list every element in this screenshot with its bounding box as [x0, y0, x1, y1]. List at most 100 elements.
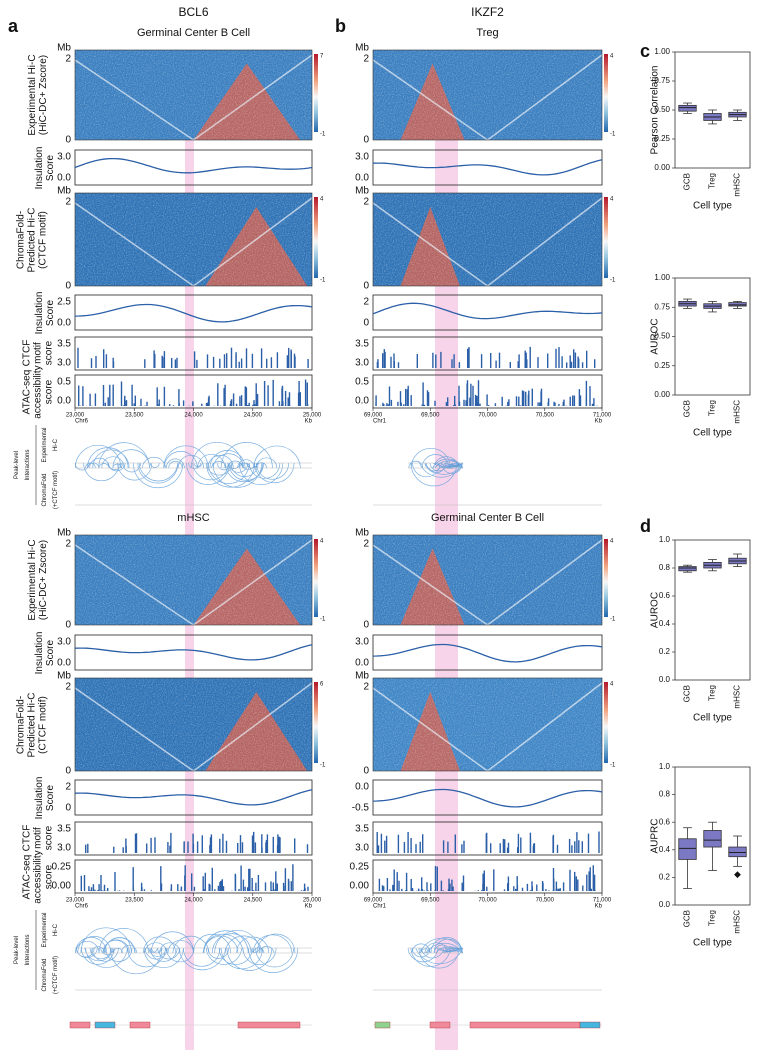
y-axis-label: AUROC — [650, 592, 661, 628]
signal-bars — [78, 379, 309, 406]
y-tick-label: 0.0 — [355, 658, 369, 669]
insulation-curve — [372, 788, 603, 808]
heatmap-texture — [373, 193, 602, 286]
y-unit: Mb — [57, 671, 71, 682]
insulation-curve — [74, 644, 313, 661]
heatmap-texture — [373, 535, 602, 625]
box — [678, 838, 697, 860]
y-axis-label: AUROC — [650, 318, 661, 354]
y-tick-label: 0.5 — [355, 377, 369, 388]
x-tick-label: 70,000 — [478, 413, 497, 419]
y-tick-label: 0.0 — [355, 173, 369, 184]
row-label: (HiC-DC+ Zscore) — [38, 540, 49, 620]
gene-model — [94, 1021, 116, 1029]
x-tick-label: Treg — [708, 685, 717, 701]
x-tick-label: 71,000 — [593, 898, 612, 904]
interaction-arcs — [75, 947, 299, 975]
y-tick-label: 0 — [65, 135, 71, 146]
colorbar — [604, 54, 608, 132]
insulation-curve — [74, 157, 313, 174]
cell-title: Treg — [476, 27, 498, 39]
y-tick-label: 0 — [65, 803, 71, 814]
y-tick-label: 3.0 — [355, 152, 369, 163]
heatmap-frame — [372, 534, 603, 626]
row-label: (CTCF motif) — [38, 696, 49, 754]
track-frame — [372, 821, 603, 856]
x-tick-label: Treg — [708, 400, 717, 416]
y-tick-label: 0.0 — [659, 900, 671, 909]
gene-name: BCL6 — [178, 5, 208, 19]
y-tick-label: 0.25 — [654, 361, 670, 370]
x-tick-label: GCB — [683, 173, 692, 190]
row-label: Score — [45, 155, 56, 182]
cell-title: Germinal Center B Cell — [137, 27, 250, 39]
y-tick-label: 3.0 — [57, 358, 71, 369]
chromosome: Chr1 — [373, 419, 387, 425]
insulation-curve — [74, 789, 313, 806]
colorbar-label: -1 — [320, 278, 326, 284]
row-label: Score — [45, 785, 56, 812]
signal-bars — [378, 865, 596, 891]
y-tick-label: 0.50 — [654, 332, 670, 341]
x-tick-label: 24,500 — [244, 413, 263, 419]
chromosome: Chr1 — [373, 904, 387, 910]
colorbar-label: 4 — [610, 682, 614, 688]
x-tick-label: 71,000 — [593, 413, 612, 419]
insulation-curve — [74, 303, 313, 323]
colorbar-label: 4 — [320, 539, 324, 545]
y-tick-label: 3.0 — [57, 152, 71, 163]
y-tick-label: 3.0 — [57, 843, 71, 854]
y-tick-label: 0.4 — [659, 619, 671, 628]
gene-model — [469, 1021, 581, 1029]
x-tick-label: 70,500 — [536, 898, 555, 904]
y-tick-label: 2 — [65, 197, 71, 208]
y-tick-label: 1.0 — [659, 535, 671, 544]
row-label: CTCF — [22, 340, 33, 367]
x-axis-label: Cell type — [693, 428, 732, 439]
x-tick-label: 25,000 — [303, 413, 322, 419]
box — [703, 830, 722, 848]
y-unit: Mb — [355, 671, 369, 682]
y-tick-label: 2.5 — [57, 297, 71, 308]
x-tick-label: 24,000 — [184, 898, 203, 904]
y-tick-label: 2 — [363, 297, 369, 308]
y-unit: Mb — [355, 186, 369, 197]
heatmap-frame — [372, 49, 603, 141]
x-unit: Kb — [305, 419, 313, 425]
y-tick-label: 0.8 — [659, 563, 671, 572]
interaction-arcs — [75, 927, 296, 954]
row-label: motif — [33, 827, 44, 849]
signal-bars — [85, 831, 309, 853]
cell-title: mHSC — [177, 512, 209, 524]
row-label: (+CTCF motif) — [53, 956, 59, 994]
y-tick-label: -0.5 — [352, 803, 370, 814]
row-label: Score — [45, 300, 56, 327]
y-tick-label: 3.0 — [355, 637, 369, 648]
row-label: (CTCF motif) — [38, 211, 49, 269]
y-tick-label: 2 — [65, 782, 71, 793]
signal-bars — [77, 347, 309, 368]
row-label: score — [44, 825, 55, 850]
heatmap-texture — [75, 678, 312, 771]
signal-bars — [80, 864, 309, 891]
colorbar — [604, 682, 608, 763]
outlier: ◆ — [734, 869, 741, 879]
y-tick-label: 0.00 — [350, 881, 370, 892]
y-tick-label: 0.0 — [355, 782, 369, 793]
y-tick-label: 0 — [65, 620, 71, 631]
heatmap-frame — [74, 192, 313, 287]
heatmap-texture — [75, 193, 312, 286]
chromosome: Chr6 — [75, 904, 89, 910]
y-tick-label: 0.0 — [57, 318, 71, 329]
x-tick-label: 23,000 — [66, 898, 85, 904]
y-tick-label: 3.0 — [355, 358, 369, 369]
gene-model — [69, 1021, 91, 1029]
y-tick-label: 2 — [65, 54, 71, 65]
row-label: score — [44, 864, 55, 889]
y-tick-label: 2 — [363, 539, 369, 550]
colorbar-label: 4 — [610, 197, 614, 203]
row-label: ATAC-seq — [22, 370, 33, 415]
row-label: ChromaFold — [42, 958, 48, 991]
locus-highlight — [185, 625, 194, 1050]
